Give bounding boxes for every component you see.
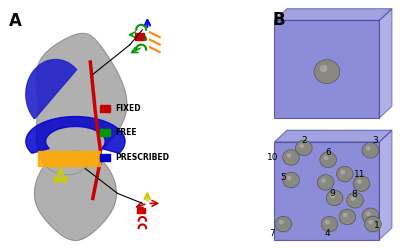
Circle shape bbox=[347, 192, 363, 208]
Circle shape bbox=[353, 176, 370, 191]
Circle shape bbox=[296, 140, 312, 156]
Circle shape bbox=[336, 166, 353, 182]
Circle shape bbox=[325, 220, 330, 224]
Text: 9: 9 bbox=[329, 189, 335, 198]
Circle shape bbox=[299, 144, 304, 148]
Circle shape bbox=[324, 155, 328, 160]
Circle shape bbox=[330, 194, 335, 198]
Bar bbox=[135, 33, 144, 40]
Polygon shape bbox=[36, 33, 127, 175]
Circle shape bbox=[362, 143, 379, 158]
Circle shape bbox=[320, 65, 328, 72]
Text: PRESCRIBED: PRESCRIBED bbox=[115, 153, 169, 162]
Circle shape bbox=[362, 208, 379, 223]
Text: 5: 5 bbox=[280, 173, 286, 182]
Circle shape bbox=[366, 146, 371, 151]
Circle shape bbox=[275, 216, 292, 232]
Circle shape bbox=[350, 196, 356, 201]
Polygon shape bbox=[34, 151, 116, 240]
Circle shape bbox=[357, 179, 362, 184]
Polygon shape bbox=[379, 130, 392, 240]
Text: 10: 10 bbox=[267, 153, 279, 162]
Circle shape bbox=[286, 153, 292, 158]
Circle shape bbox=[340, 170, 345, 175]
Polygon shape bbox=[274, 9, 392, 20]
Text: 8: 8 bbox=[351, 190, 357, 199]
Bar bbox=[100, 154, 110, 161]
Text: 4: 4 bbox=[324, 229, 330, 238]
Circle shape bbox=[286, 176, 292, 181]
Circle shape bbox=[365, 216, 381, 232]
Text: 6: 6 bbox=[325, 148, 331, 157]
Circle shape bbox=[279, 220, 284, 224]
Text: FREE: FREE bbox=[115, 128, 137, 137]
Text: 1: 1 bbox=[374, 221, 380, 230]
Circle shape bbox=[314, 60, 340, 84]
Circle shape bbox=[321, 216, 338, 232]
Text: 2: 2 bbox=[301, 136, 307, 145]
Polygon shape bbox=[379, 9, 392, 118]
Circle shape bbox=[339, 209, 356, 225]
Text: 11: 11 bbox=[354, 170, 366, 179]
Text: B: B bbox=[272, 11, 285, 29]
Polygon shape bbox=[274, 20, 379, 118]
Polygon shape bbox=[26, 60, 77, 119]
Text: 3: 3 bbox=[373, 136, 378, 145]
Polygon shape bbox=[26, 117, 125, 153]
Circle shape bbox=[368, 220, 373, 224]
Text: A: A bbox=[8, 12, 21, 31]
Circle shape bbox=[366, 212, 371, 216]
Circle shape bbox=[326, 190, 343, 206]
Text: FIXED: FIXED bbox=[115, 104, 141, 113]
Circle shape bbox=[343, 213, 348, 217]
Polygon shape bbox=[274, 130, 392, 142]
Polygon shape bbox=[274, 142, 379, 240]
Circle shape bbox=[317, 175, 334, 190]
Circle shape bbox=[321, 178, 326, 183]
Bar bbox=[100, 129, 110, 136]
Bar bbox=[100, 105, 110, 112]
Circle shape bbox=[320, 152, 336, 168]
Bar bbox=[138, 208, 145, 213]
Text: 7: 7 bbox=[269, 229, 275, 238]
Circle shape bbox=[283, 172, 299, 188]
Circle shape bbox=[283, 150, 299, 165]
